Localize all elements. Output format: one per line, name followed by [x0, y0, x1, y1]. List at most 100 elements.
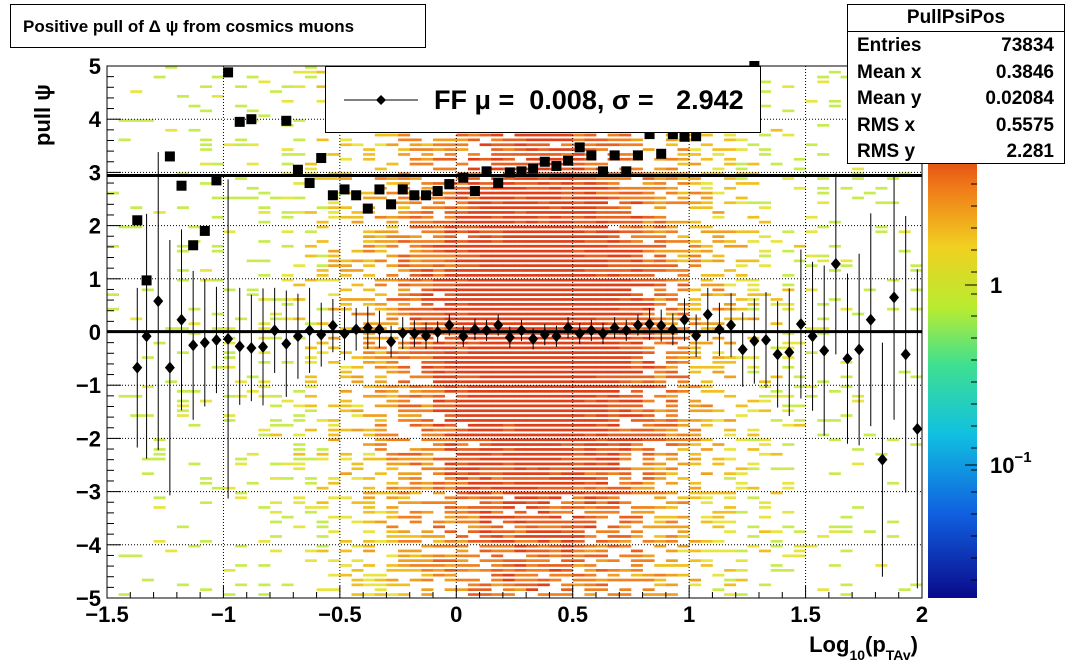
mean-marker: [667, 323, 678, 336]
x-tick-label: 1.5: [790, 602, 821, 627]
rms-marker: [563, 155, 574, 166]
color-scale: 10−1 1: [928, 130, 1032, 598]
rms-marker: [362, 203, 373, 214]
rms-marker: [597, 166, 608, 177]
mean-marker: [900, 348, 911, 361]
rms-marker: [539, 156, 550, 167]
mean-marker: [574, 327, 585, 340]
mean-marker: [679, 313, 690, 326]
rms-marker: [421, 190, 432, 201]
z-tick-0.1: 10−1: [990, 449, 1032, 478]
stats-row-mean-y: Mean y 0.02084: [857, 88, 1054, 109]
mean-marker: [621, 324, 632, 337]
stats-row-rms-y: RMS y 2.281: [857, 141, 1054, 162]
x-tick-label: 2: [916, 602, 928, 627]
rms-marker: [234, 116, 245, 127]
mean-marker: [223, 332, 234, 345]
mean-marker: [421, 329, 432, 342]
mean-marker: [188, 339, 199, 352]
rms-marker: [481, 166, 492, 177]
mean-marker: [132, 361, 143, 374]
mean-marker: [432, 326, 443, 338]
mean-marker: [737, 343, 748, 356]
rms-marker: [176, 180, 187, 191]
mean-marker: [362, 321, 373, 334]
y-tick-label: −1: [76, 373, 101, 398]
mean-marker: [176, 313, 187, 326]
y-tick-label: −3: [76, 480, 101, 505]
mean-marker: [444, 319, 455, 332]
x-tick-label: −1: [211, 602, 236, 627]
rms-marker: [211, 175, 222, 186]
x-tick-label: 1: [683, 602, 695, 627]
mean-marker: [656, 319, 667, 332]
rms-marker: [691, 131, 702, 142]
y-tick-label: 2: [89, 214, 101, 239]
mean-marker: [597, 327, 608, 340]
mean-marker: [281, 337, 292, 350]
y-tick-label: 1: [89, 267, 101, 292]
rms-marker: [516, 166, 527, 177]
mean-marker: [772, 348, 783, 361]
mean-marker: [269, 324, 280, 337]
stats-box: PullPsiPos Entries 73834 Mean x 0.3846 Mea…: [847, 4, 1065, 164]
axes: −1.5 −1 −0.5 0 0.5 1 1.5 2 −5 −4 −3 −2 −1 0 1 2 3 4 5: [76, 54, 928, 627]
rms-marker: [644, 129, 655, 140]
mean-marker: [563, 321, 574, 334]
z-tick-1: 1: [990, 273, 1002, 298]
rms-marker: [304, 178, 315, 189]
mean-marker: [199, 336, 210, 349]
legend-marker: [344, 95, 418, 105]
rms-marker: [386, 199, 397, 210]
mean-marker: [234, 340, 245, 353]
y-tick-label: −2: [76, 426, 101, 451]
rms-marker: [339, 184, 350, 195]
mean-marker: [865, 313, 876, 326]
mean-marker: [516, 324, 527, 337]
data-markers: [132, 61, 923, 466]
mean-marker: [644, 318, 655, 331]
mean-marker: [877, 453, 888, 466]
y-tick-label: 5: [89, 54, 101, 79]
stats-title: PullPsiPos: [848, 5, 1064, 32]
rms-marker: [292, 164, 303, 175]
mean-marker: [153, 295, 164, 308]
mean-marker: [586, 324, 597, 337]
rms-marker: [586, 150, 597, 161]
x-tick-label: −1.5: [85, 602, 128, 627]
rms-marker: [188, 240, 199, 251]
x-tick-label: −0.5: [318, 602, 361, 627]
rms-marker: [316, 153, 327, 164]
rms-marker: [469, 186, 480, 197]
y-tick-label: −5: [76, 586, 101, 611]
rms-marker: [281, 115, 292, 126]
mean-marker: [246, 341, 257, 354]
mean-marker: [327, 319, 338, 332]
rms-marker: [409, 190, 420, 201]
rms-marker: [246, 114, 257, 125]
rms-marker: [374, 184, 385, 195]
mean-marker: [469, 323, 480, 336]
mean-marker: [807, 330, 818, 343]
mean-marker: [316, 328, 327, 341]
y-tick-label: −4: [76, 533, 102, 558]
rms-marker: [164, 151, 175, 162]
mean-marker: [609, 321, 620, 334]
rms-marker: [574, 142, 585, 153]
mean-marker: [691, 329, 702, 342]
mean-marker: [842, 352, 853, 365]
mean-marker: [458, 330, 469, 343]
mean-marker: [551, 330, 562, 343]
mean-marker: [714, 323, 725, 336]
mean-marker: [889, 291, 900, 304]
mean-marker: [409, 327, 420, 340]
rms-marker: [351, 190, 362, 201]
rms-marker: [493, 178, 504, 189]
color-scale-bar: [928, 130, 977, 598]
mean-marker: [258, 340, 269, 353]
x-tick-label: 0.5: [557, 602, 588, 627]
mean-marker: [493, 319, 504, 332]
mean-marker: [726, 319, 737, 332]
rms-marker: [458, 172, 469, 183]
